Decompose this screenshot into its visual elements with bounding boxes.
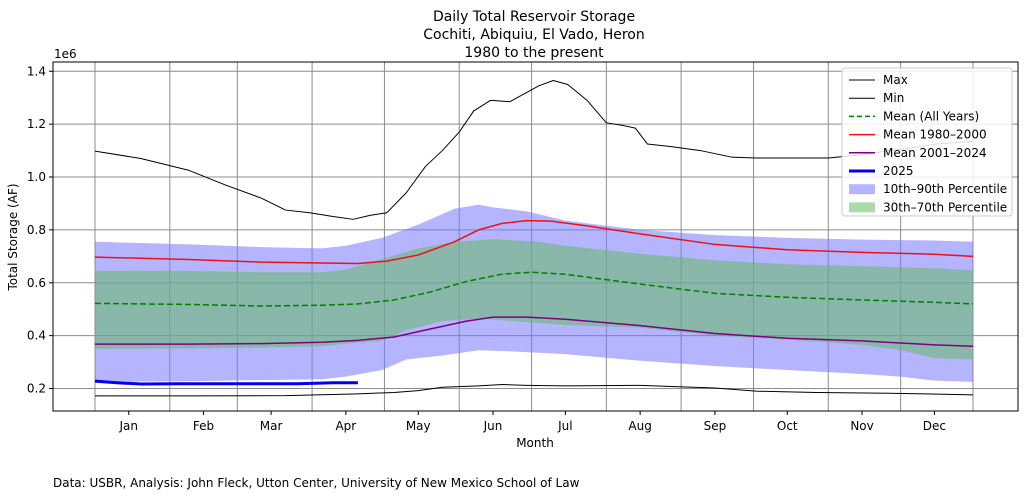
x-tick-label-aug: Aug (628, 419, 651, 433)
y-tick-label: 0.6 (27, 276, 46, 290)
legend-label-band-30-70: 30th–70th Percentile (883, 200, 1007, 214)
x-tick-label-mar: Mar (260, 419, 283, 433)
x-tick-label-jan: Jan (119, 419, 139, 433)
y-tick-label: 0.8 (27, 223, 46, 237)
x-tick-label-apr: Apr (335, 419, 356, 433)
y-tick-label: 1.4 (27, 64, 46, 78)
legend-box (841, 67, 1013, 217)
legend-swatch-band-10-90 (849, 184, 875, 195)
x-tick-label-jul: Jul (557, 419, 572, 433)
legend-label-mean-1980-2000-line: Mean 1980–2000 (883, 128, 987, 142)
max-line (94, 80, 974, 220)
x-tick-label-feb: Feb (193, 419, 214, 433)
x-axis-label: Month (516, 436, 554, 450)
min-line (95, 384, 974, 397)
y-tick-label: 1.0 (27, 170, 46, 184)
legend-label-mean-all-years-line: Mean (All Years) (883, 109, 979, 123)
x-tick-label-may: May (406, 419, 431, 433)
y-tick-label: 0.4 (27, 329, 46, 343)
data-source-footer: Data: USBR, Analysis: John Fleck, Utton … (53, 476, 580, 490)
y-tick-label: 1.2 (27, 117, 46, 131)
legend-label-2025-line: 2025 (883, 164, 914, 178)
chart-title-line-3: 1980 to the present (464, 45, 604, 61)
x-tick-label-sep: Sep (704, 419, 727, 433)
chart-title-line-2: Cochiti, Abiquiu, El Vado, Heron (423, 27, 645, 43)
x-tick-label-oct: Oct (777, 419, 798, 433)
y-multiplier-label: 1e6 (54, 47, 77, 61)
legend-label-mean-2001-2024-line: Mean 2001–2024 (883, 146, 987, 160)
legend: Max Min Mean (All Years) Mean 1980–2000 Mean… (841, 67, 1013, 217)
legend-label-min-line: Min (883, 91, 904, 105)
chart-title: Daily Total Reservoir Storage Cochiti, A… (423, 9, 645, 61)
y-tick-label: 0.2 (27, 382, 46, 396)
plot-frame (52, 61, 1019, 412)
percentile-bands (95, 204, 973, 382)
x-tick-label-jun: Jun (483, 419, 503, 433)
mean-1980-2000-line (94, 219, 974, 265)
legend-label-max-line: Max (883, 73, 908, 87)
legend-swatch-band-30-70 (849, 202, 875, 213)
band-30-70-percentile (95, 239, 973, 360)
y-axis-ticks: 0.2 0.4 0.6 0.8 1.0 1.2 1.4 (27, 64, 53, 396)
2025-line (94, 379, 358, 386)
x-axis-ticks: Jan Feb Mar Apr May Jun Jul Aug Sep Oct Nov Dec (119, 411, 946, 433)
mean-2001-2024-line (95, 316, 974, 347)
x-tick-label-nov: Nov (850, 419, 873, 433)
series-lines (94, 80, 974, 397)
legend-label-band-10-90: 10th–90th Percentile (883, 182, 1007, 196)
mean-all-years-line (94, 271, 974, 307)
x-tick-label-dec: Dec (923, 419, 946, 433)
chart-title-line-1: Daily Total Reservoir Storage (433, 9, 635, 25)
y-axis-label: Total Storage (AF) (6, 183, 20, 291)
